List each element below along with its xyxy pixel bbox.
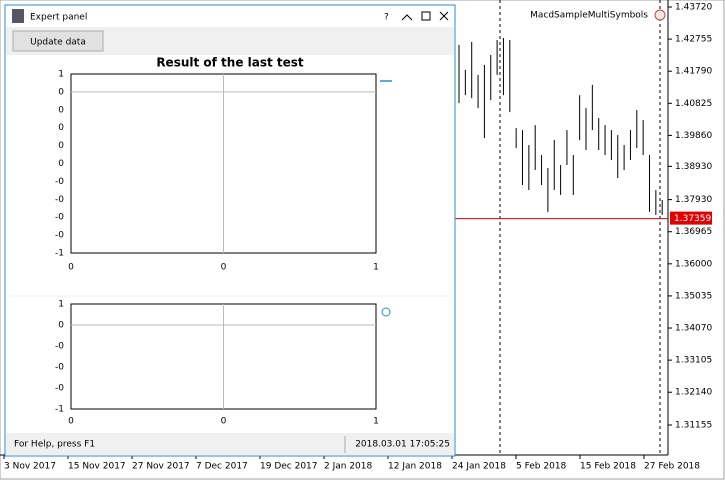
date-label: 15 Nov 2017 bbox=[68, 462, 126, 472]
y-tick-label: -0 bbox=[55, 231, 64, 241]
update-button[interactable] bbox=[12, 30, 104, 52]
window-frame bbox=[4, 4, 456, 457]
bid-label: 1.37359 bbox=[674, 214, 711, 224]
x-tick-label: 0 bbox=[221, 417, 227, 427]
date-label: 5 Feb 2018 bbox=[516, 462, 567, 472]
y-tick-label: -0 bbox=[55, 363, 64, 373]
price-label: 1.37930 bbox=[675, 195, 712, 205]
y-tick-label: -1 bbox=[55, 405, 64, 415]
y-tick-label: 0 bbox=[58, 87, 64, 97]
title-bar bbox=[6, 6, 454, 27]
price-label: 1.31155 bbox=[675, 421, 712, 431]
price-label: 1.34070 bbox=[675, 324, 712, 334]
y-tick-label: 0 bbox=[58, 105, 64, 115]
date-label: 7 Dec 2017 bbox=[196, 462, 248, 472]
help-button[interactable]: ? bbox=[384, 13, 389, 23]
price-label: 1.43720 bbox=[675, 3, 712, 13]
x-tick-label: 1 bbox=[373, 263, 379, 273]
y-tick-label: -1 bbox=[55, 249, 64, 259]
window-title: Expert panel bbox=[30, 13, 87, 23]
y-tick-label: 0 bbox=[58, 321, 64, 331]
price-label: 1.40825 bbox=[675, 99, 712, 109]
price-label: 1.41790 bbox=[675, 67, 712, 77]
legend-marker bbox=[381, 307, 391, 317]
maximize-button[interactable] bbox=[421, 11, 431, 21]
update-button-label[interactable]: Update data bbox=[30, 38, 86, 48]
close-button[interactable] bbox=[439, 11, 449, 21]
y-tick-label: 0 bbox=[58, 141, 64, 151]
chart-title: Result of the last test bbox=[156, 56, 304, 70]
date-label: 12 Jan 2018 bbox=[388, 462, 442, 472]
price-label: 1.32140 bbox=[675, 388, 712, 398]
date-label: 3 Nov 2017 bbox=[4, 462, 56, 472]
price-label: 1.42755 bbox=[675, 35, 712, 45]
y-tick-label: 1 bbox=[58, 300, 64, 310]
date-label: 24 Jan 2018 bbox=[452, 462, 506, 472]
y-tick-label: -0 bbox=[55, 342, 64, 352]
x-tick-label: 0 bbox=[68, 263, 74, 273]
expert-icon[interactable] bbox=[654, 9, 666, 21]
y-tick-label: -0 bbox=[55, 177, 64, 187]
date-label: 19 Dec 2017 bbox=[260, 462, 318, 472]
y-tick-label: -0 bbox=[55, 195, 64, 205]
x-tick-label: 0 bbox=[68, 417, 74, 427]
y-tick-label: 0 bbox=[58, 123, 64, 133]
status-help: For Help, press F1 bbox=[14, 440, 95, 450]
y-tick-label: -0 bbox=[55, 384, 64, 394]
window-icon bbox=[12, 9, 24, 23]
y-tick-label: 0 bbox=[58, 159, 64, 169]
date-label: 27 Nov 2017 bbox=[132, 462, 190, 472]
date-label: 27 Feb 2018 bbox=[644, 462, 700, 472]
x-tick-label: 0 bbox=[221, 263, 227, 273]
price-label: 1.38930 bbox=[675, 162, 712, 172]
date-label: 15 Feb 2018 bbox=[580, 462, 636, 472]
y-tick-label: -0 bbox=[55, 213, 64, 223]
status-bar bbox=[6, 433, 454, 455]
symbol-label: MacdSampleMultiSymbols bbox=[530, 11, 648, 21]
expert-window: Expert panel ? Update data Result of the… bbox=[4, 4, 456, 457]
price-label: 1.36000 bbox=[675, 259, 712, 269]
status-time: 2018.03.01 17:05:25 bbox=[355, 440, 450, 450]
y-tick-label: 1 bbox=[58, 70, 64, 80]
date-label: 2 Jan 2018 bbox=[324, 462, 372, 472]
collapse-button[interactable] bbox=[401, 14, 413, 21]
x-tick-label: 1 bbox=[373, 417, 379, 427]
price-label: 1.33105 bbox=[675, 356, 712, 366]
price-label: 1.35035 bbox=[675, 291, 712, 301]
price-label: 1.39860 bbox=[675, 131, 712, 141]
price-label: 1.36965 bbox=[675, 227, 712, 237]
bid-box bbox=[670, 211, 712, 225]
